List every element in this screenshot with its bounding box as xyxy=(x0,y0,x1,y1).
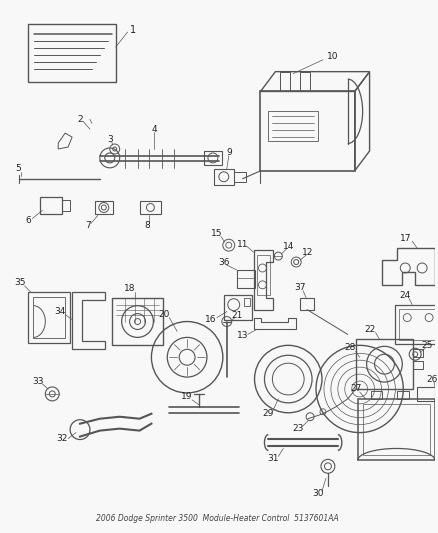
Text: 30: 30 xyxy=(312,489,324,498)
Bar xyxy=(413,349,423,357)
Text: 28: 28 xyxy=(344,343,355,352)
Bar xyxy=(244,298,250,305)
Text: 34: 34 xyxy=(54,307,66,316)
Text: 22: 22 xyxy=(364,325,375,334)
Bar xyxy=(371,391,382,399)
Text: 16: 16 xyxy=(205,315,217,324)
Bar xyxy=(261,92,355,171)
Text: 37: 37 xyxy=(294,284,306,292)
Text: 14: 14 xyxy=(283,241,294,251)
Bar xyxy=(399,309,438,341)
Text: 11: 11 xyxy=(237,240,248,249)
Bar xyxy=(300,71,310,92)
Text: 23: 23 xyxy=(293,424,304,433)
Text: 19: 19 xyxy=(181,392,193,401)
Bar xyxy=(413,361,423,369)
Bar xyxy=(28,292,70,343)
Text: 32: 32 xyxy=(57,434,68,443)
Bar xyxy=(257,255,270,295)
Bar xyxy=(224,295,251,320)
Bar xyxy=(356,340,413,389)
Bar xyxy=(112,298,163,345)
Text: 9: 9 xyxy=(226,149,232,157)
Bar xyxy=(33,297,65,338)
Bar xyxy=(363,404,430,455)
Text: 4: 4 xyxy=(152,125,157,134)
Text: 18: 18 xyxy=(124,284,135,293)
Bar xyxy=(417,387,435,401)
Text: 36: 36 xyxy=(218,257,230,266)
Text: 24: 24 xyxy=(399,291,411,300)
Bar xyxy=(396,305,438,344)
Bar xyxy=(300,298,314,310)
Text: 17: 17 xyxy=(399,234,411,243)
Bar xyxy=(214,169,234,185)
Bar xyxy=(435,390,438,398)
Text: 2: 2 xyxy=(77,115,83,124)
Text: 8: 8 xyxy=(145,221,150,230)
Text: 7: 7 xyxy=(85,221,91,230)
Text: 35: 35 xyxy=(15,278,26,287)
Bar xyxy=(62,199,70,212)
Text: 10: 10 xyxy=(327,52,339,61)
Text: 2006 Dodge Sprinter 3500  Module-Heater Control  5137601AA: 2006 Dodge Sprinter 3500 Module-Heater C… xyxy=(96,514,339,523)
Text: 5: 5 xyxy=(16,164,21,173)
Bar xyxy=(40,197,62,214)
Text: 20: 20 xyxy=(159,310,170,319)
Bar xyxy=(237,270,254,288)
Bar xyxy=(234,172,246,182)
Text: 25: 25 xyxy=(421,341,433,350)
Text: 1: 1 xyxy=(130,25,136,35)
Bar xyxy=(140,200,161,214)
Text: 27: 27 xyxy=(350,384,361,393)
Bar xyxy=(95,200,113,214)
Bar xyxy=(358,399,435,461)
Text: 31: 31 xyxy=(268,454,279,463)
Text: 12: 12 xyxy=(302,248,314,256)
Text: 21: 21 xyxy=(231,311,242,320)
Text: 29: 29 xyxy=(263,409,274,418)
Text: 26: 26 xyxy=(426,375,438,384)
Text: 13: 13 xyxy=(237,331,248,340)
Bar xyxy=(204,151,222,165)
Text: 15: 15 xyxy=(211,229,223,238)
Text: 6: 6 xyxy=(25,216,32,225)
Bar xyxy=(28,24,116,82)
Bar xyxy=(397,391,409,399)
Bar xyxy=(268,111,318,141)
Bar xyxy=(280,71,290,92)
Text: 33: 33 xyxy=(32,376,44,385)
Text: 3: 3 xyxy=(107,134,113,143)
